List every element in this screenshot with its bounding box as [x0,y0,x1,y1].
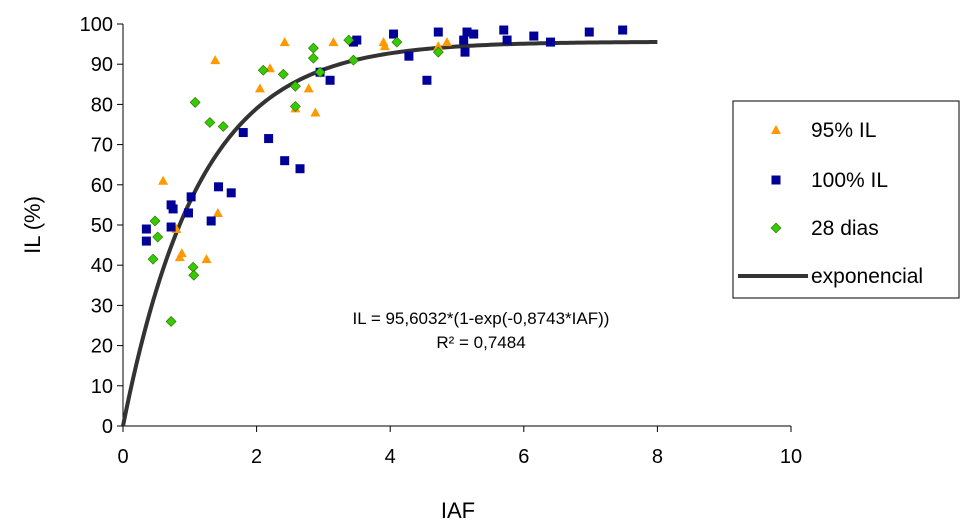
data-points [121,25,658,427]
95-il-point [441,37,452,47]
y-tick-label: 40 [91,255,113,277]
100-il-point [141,224,151,234]
exponencial-fit-line [121,40,658,427]
y-tick-label: 100 [80,14,113,36]
100-il-point [325,75,335,85]
95-il-point [303,83,314,93]
95-il-point [379,41,390,51]
28-dias-point [391,36,403,48]
100-il-point [422,75,432,85]
100-il-point [226,188,236,198]
x-axis-title: IAF [441,498,475,523]
legend-label: 28 dias [811,217,879,240]
y-tick-label: 80 [91,94,113,116]
28-dias-point [217,121,229,132]
95-il-point [279,37,290,47]
100-il-point [546,37,556,47]
28-dias-point [307,52,319,64]
100-il-point [389,29,399,39]
28-dias-point [204,117,216,128]
28-dias-point [432,46,444,58]
x-tick-label: 6 [518,446,529,468]
100-il-point [264,134,274,144]
x-tick-label: 2 [251,446,262,468]
100-il-point [238,128,248,138]
x-tick-label: 10 [780,446,802,468]
100-il-point [206,216,216,226]
100-il-point [460,47,470,57]
95-il-point [328,37,339,47]
100-il-point [183,208,193,218]
28-dias-point [165,316,177,327]
r-squared-label: R² = 0,7484 [436,333,525,352]
95-il-point [176,248,187,258]
100-il-point [404,51,414,61]
100-il-point [499,25,509,35]
28-dias-point [257,64,269,76]
y-axis-title: IL (%) [20,196,45,254]
legend-label: exponencial [811,265,923,288]
28-dias-point [277,68,289,80]
100-il-point [166,222,176,232]
legend-marker [770,222,782,234]
ticks: 0 10 20 30 40 50 60 70 80 90 100 0 2 4 6 8 10 [80,14,803,468]
28-dias-point [149,215,161,227]
28-dias-point [189,96,201,108]
x-tick-label: 4 [385,446,396,468]
95-il-point [254,83,265,93]
95-il-point [210,55,221,65]
y-tick-label: 50 [91,215,113,237]
legend: 95% IL 100% IL 28 dias exponencial [732,100,960,299]
100-il-point [141,236,151,246]
95-il-point [212,207,223,217]
legend-label: 100% IL [811,169,888,192]
100-il-point [214,182,224,192]
100-il-point [459,35,469,45]
legend-marker [771,125,781,134]
plot-area [122,24,791,427]
100-il-point [280,156,290,166]
28-dias-point [188,269,200,281]
28-dias-point [147,253,159,265]
100-il-point [352,35,362,45]
y-tick-label: 10 [91,376,113,398]
100-il-point [186,192,196,202]
y-tick-label: 30 [91,295,113,317]
y-tick-label: 90 [91,54,113,76]
28-dias-point [307,42,319,54]
28-dias-point [314,66,326,78]
28-dias-point [152,231,164,243]
100-il-point [295,164,305,174]
28-dias-point [348,54,359,66]
28-dias-point [289,80,301,92]
95-il-point [310,107,321,117]
y-tick-label: 60 [91,175,113,197]
100-il-point [433,27,443,37]
y-tick-label: 70 [91,135,113,157]
equation-label: IL = 95,6032*(1-exp(-0,8743*IAF)) [353,309,610,328]
95-il-point [158,175,169,185]
100-il-point [618,25,628,35]
legend-label: 95% IL [811,119,876,142]
legend-box [732,100,960,299]
100-il-point [529,31,539,41]
x-tick-label: 8 [652,446,663,468]
95-il-point [201,254,212,264]
28-dias-point [289,100,301,112]
legend-marker [771,175,781,185]
95-il-point [433,41,444,51]
100-il-point [502,35,512,45]
100-il-point [168,204,178,214]
100-il-point [462,27,472,37]
y-tick-label: 0 [102,416,113,438]
100-il-point [584,27,594,37]
28-dias-point [343,34,355,46]
x-tick-label: 0 [117,446,128,468]
100-il-point [469,29,479,39]
y-tick-label: 20 [91,336,113,358]
